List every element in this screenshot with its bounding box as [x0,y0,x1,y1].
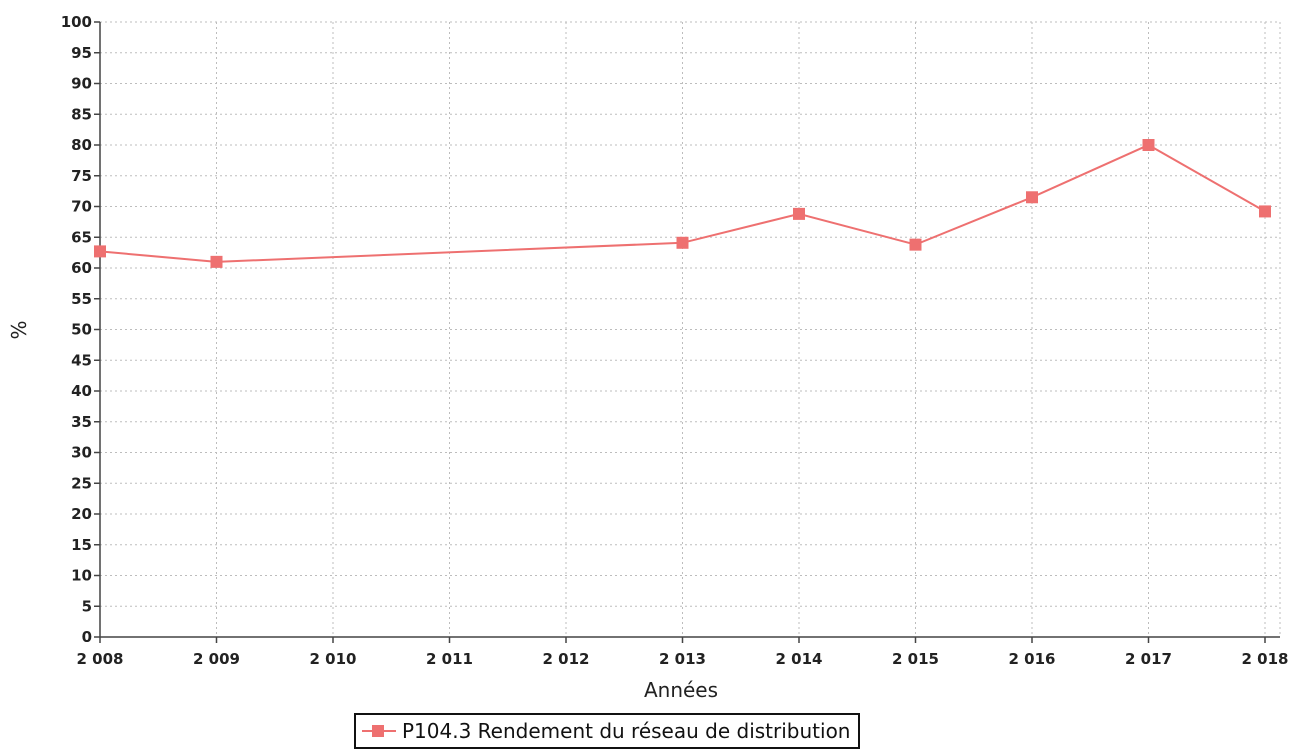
y-tick-label: 35 [71,413,92,431]
x-tick-label: 2 008 [77,650,124,668]
y-axis-title: % [7,320,31,339]
data-point [909,238,922,251]
x-tick-label: 2 012 [543,650,590,668]
y-tick-label: 75 [71,167,92,185]
series [94,139,1271,268]
y-tick-label: 90 [71,75,92,93]
y-tick-label: 30 [71,444,92,462]
x-tick-label: 2 013 [659,650,706,668]
data-point [210,255,223,268]
x-tick-label: 2 011 [426,650,473,668]
data-point [1259,205,1271,218]
y-tick-label: 60 [71,259,92,277]
data-point [793,207,805,220]
y-tick-label: 5 [82,597,92,615]
y-tick-label: 55 [71,290,92,308]
x-tick-label: 2 016 [1009,650,1056,668]
x-tick-label: 2 014 [776,650,823,668]
y-tick-label: 50 [71,321,92,339]
legend: P104.3 Rendement du réseau de distributi… [354,713,861,749]
data-point [94,245,106,258]
y-tick-labels: 0 5 10 15 20 25 30 35 40 45 50 55 60 65 70 75 80 85 90 95 10… [61,13,92,646]
y-tick-label: 0 [82,628,92,646]
x-tick-labels: 2 008 2 009 2 010 2 011 2 012 2 013 2 014 2 015… [77,650,1289,668]
y-tick-label: 10 [71,567,92,585]
y-tick-label: 25 [71,474,92,492]
y-tick-label: 45 [71,351,92,369]
x-tick-label: 2 009 [193,650,240,668]
y-tick-label: 70 [71,198,92,216]
grid [100,21,1281,637]
y-tick-label: 40 [71,382,92,400]
series-line [99,143,1266,263]
legend-marker-icon [362,723,396,739]
legend-label: P104.3 Rendement du réseau de distributi… [402,719,851,743]
data-point [1142,139,1155,151]
x-tick-label: 2 017 [1125,650,1172,668]
axes [94,21,1280,643]
x-axis-title: Années [644,678,718,702]
y-tick-label: 85 [71,105,92,123]
y-tick-label: 15 [71,536,92,554]
x-tick-label: 2 018 [1242,650,1289,668]
y-tick-label: 80 [71,136,92,154]
y-tick-label: 95 [71,44,92,62]
x-tick-label: 2 015 [892,650,939,668]
y-tick-label: 65 [71,228,92,246]
y-tick-label: 20 [71,505,92,523]
y-tick-label: 100 [61,13,92,31]
data-point [676,236,689,249]
x-tick-label: 2 010 [310,650,357,668]
data-point [1026,191,1038,204]
